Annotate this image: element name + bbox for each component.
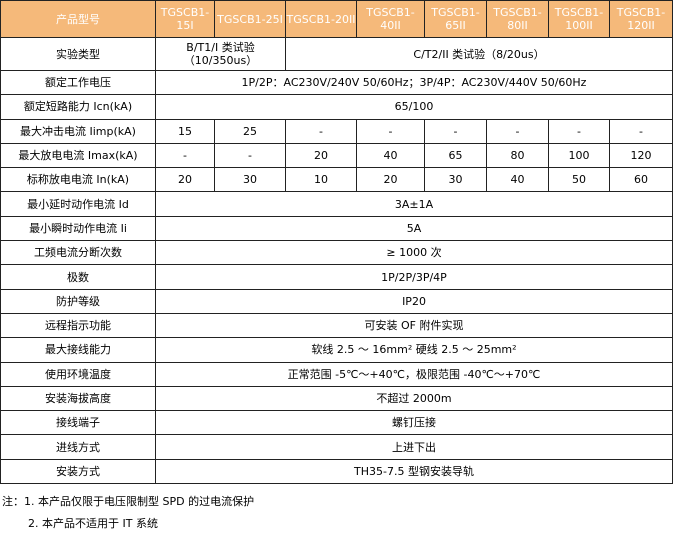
model-header: TGSCB1-100II (548, 0, 610, 38)
row-label: 标称放电电流 In(kA) (0, 167, 156, 193)
model-header: TGSCB1-15I (155, 0, 215, 38)
table-row: 极数 1P/2P/3P/4P (0, 264, 673, 290)
spec-table: 产品型号 TGSCB1-15I TGSCB1-25I TGSCB1-20II T… (0, 0, 673, 485)
cell: - (486, 118, 549, 144)
cell: TH35-7.5 型钢安装导轨 (155, 458, 673, 485)
table-row: 实验类型 B/T1/I 类试验（10/350us） C/T2/II 类试验（8/… (0, 37, 673, 71)
cell: 65 (424, 142, 487, 169)
model-header: TGSCB1-65II (424, 0, 487, 38)
row-label: 最大放电电流 Imax(kA) (0, 142, 156, 169)
cell: 不超过 2000m (155, 385, 673, 412)
cell: 20 (155, 167, 215, 193)
table-row: 工频电流分断次数 ≥ 1000 次 (0, 240, 673, 266)
table-row: 防护等级 IP20 (0, 288, 673, 314)
note: 2. 本产品不适用于 IT 系统 (28, 517, 158, 530)
cell: ≥ 1000 次 (155, 240, 673, 266)
table-row: 最大接线能力 软线 2.5 ～ 16mm² 硬线 2.5 ～ 25mm² (0, 337, 673, 363)
table-row: 进线方式 上进下出 (0, 434, 673, 460)
cell: 25 (214, 118, 286, 144)
cell: 10 (285, 167, 357, 193)
row-label: 工频电流分断次数 (0, 240, 156, 266)
table-row: 最小瞬时动作电流 Ii 5A (0, 215, 673, 242)
model-header: TGSCB1-40II (356, 0, 425, 38)
cell: 30 (424, 167, 487, 193)
notes: 注：1. 本产品仅限于电压限制型 SPD 的过电流保护 2. 本产品不适用于 I… (2, 491, 254, 535)
cell: 80 (486, 142, 549, 169)
note: 注：1. 本产品仅限于电压限制型 SPD 的过电流保护 (2, 495, 255, 508)
model-header: TGSCB1-25I (214, 0, 286, 38)
cell: 20 (285, 142, 357, 169)
cell: - (214, 142, 286, 169)
model-header: TGSCB1-80II (486, 0, 549, 38)
row-label: 实验类型 (0, 37, 156, 71)
cell: 120 (609, 142, 673, 169)
cell: - (424, 118, 487, 144)
row-label: 额定工作电压 (0, 69, 156, 96)
header-row: 产品型号 TGSCB1-15I TGSCB1-25I TGSCB1-20II T… (0, 0, 673, 38)
table-row: 最大冲击电流 Iimp(kA) 15 25- - - - - - (0, 118, 673, 144)
cell: 50 (548, 167, 610, 193)
row-label: 极数 (0, 264, 156, 290)
cell: 20 (356, 167, 425, 193)
table-row: 安装海拔高度 不超过 2000m (0, 385, 673, 412)
cell: 可安装 OF 附件实现 (155, 312, 673, 339)
table-row: 额定工作电压 1P/2P：AC230V/240V 50/60Hz；3P/4P：A… (0, 69, 673, 96)
cell: B/T1/I 类试验（10/350us） (155, 37, 286, 71)
row-label: 最大接线能力 (0, 337, 156, 363)
cell: 15 (155, 118, 215, 144)
row-label: 远程指示功能 (0, 312, 156, 339)
cell: 软线 2.5 ～ 16mm² 硬线 2.5 ～ 25mm² (155, 337, 673, 363)
cell: - (356, 118, 425, 144)
cell: 上进下出 (155, 434, 673, 460)
cell: 40 (356, 142, 425, 169)
table-row: 使用环境温度 正常范围 -5℃～+40℃，极限范围 -40℃～+70℃ (0, 361, 673, 387)
row-label: 最大冲击电流 Iimp(kA) (0, 118, 156, 144)
row-label: 安装方式 (0, 458, 156, 485)
cell: 30 (214, 167, 286, 193)
cell: 5A (155, 215, 673, 242)
row-label: 最小瞬时动作电流 Ii (0, 215, 156, 242)
table-row: 最大放电电流 Imax(kA) - -20 40 65 80 100 120 (0, 142, 673, 169)
cell: C/T2/II 类试验（8/20us） (285, 37, 673, 71)
model-header: TGSCB1-120II (609, 0, 673, 38)
row-label: 进线方式 (0, 434, 156, 460)
cell: IP20 (155, 288, 673, 314)
cell: 1P/2P/3P/4P (155, 264, 673, 290)
table-row: 额定短路能力 Icn(kA) 65/100 (0, 94, 673, 120)
cell: 60 (609, 167, 673, 193)
row-label: 防护等级 (0, 288, 156, 314)
cell: 100 (548, 142, 610, 169)
row-label: 使用环境温度 (0, 361, 156, 387)
row-label: 最小延时动作电流 Id (0, 191, 156, 217)
table-row: 接线端子 螺钉压接 (0, 410, 673, 436)
row-label: 安装海拔高度 (0, 385, 156, 412)
cell: 65/100 (155, 94, 673, 120)
cell: - (285, 118, 357, 144)
header-label: 产品型号 (0, 0, 156, 38)
cell: 螺钉压接 (155, 410, 673, 436)
table-row: 远程指示功能 可安装 OF 附件实现 (0, 312, 673, 339)
model-header: TGSCB1-20II (285, 0, 357, 38)
table-row: 安装方式 TH35-7.5 型钢安装导轨 (0, 458, 673, 485)
table-row: 最小延时动作电流 Id 3A±1A (0, 191, 673, 217)
cell: - (609, 118, 673, 144)
cell: 3A±1A (155, 191, 673, 217)
cell: 40 (486, 167, 549, 193)
table-row: 标称放电电流 In(kA) 20 30 10 20 30 40 50 60 (0, 167, 673, 193)
row-label: 接线端子 (0, 410, 156, 436)
cell: - (155, 142, 215, 169)
row-label: 额定短路能力 Icn(kA) (0, 94, 156, 120)
cell: - (548, 118, 610, 144)
cell: 正常范围 -5℃～+40℃，极限范围 -40℃～+70℃ (155, 361, 673, 387)
cell: 1P/2P：AC230V/240V 50/60Hz；3P/4P：AC230V/4… (155, 69, 673, 96)
